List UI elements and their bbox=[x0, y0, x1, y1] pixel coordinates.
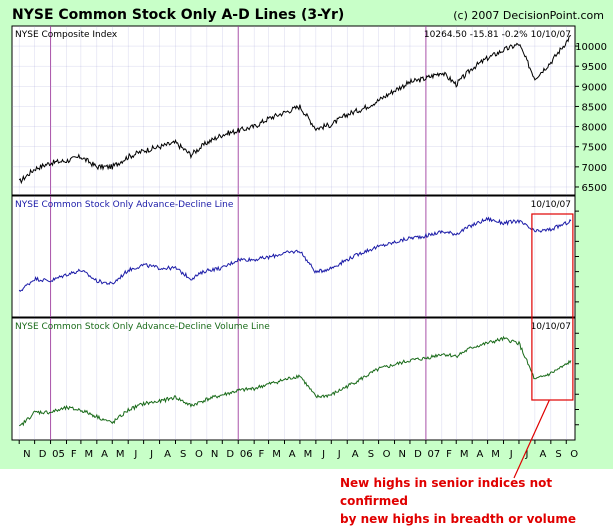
panel-name: NYSE Common Stock Only Advance-Decline L… bbox=[15, 200, 234, 210]
x-tick-label: N bbox=[211, 449, 218, 460]
x-tick-label: J bbox=[509, 449, 513, 460]
chart-panels: 6500 7000 7500 8000 8500 9000 9500 10000 NYSE Co… bbox=[11, 25, 607, 441]
x-tick-label: 07 bbox=[427, 449, 440, 460]
panel-3: NYSE Common Stock Only Advance-Decline V… bbox=[11, 317, 579, 441]
chart-title: NYSE Common Stock Only A-D Lines (3-Yr) bbox=[12, 7, 344, 23]
x-tick-label: J bbox=[337, 449, 341, 460]
x-tick-label: M bbox=[491, 449, 500, 460]
x-tick-label: F bbox=[446, 449, 452, 460]
panel-readout: 10/10/07 bbox=[531, 322, 571, 332]
annotation-pointer bbox=[513, 399, 550, 479]
x-tick-label: M bbox=[460, 449, 469, 460]
annotation-line-1: New highs in senior indices not confirme… bbox=[340, 476, 553, 508]
y-tick-label: 10000 bbox=[575, 42, 607, 53]
x-tick-label: N bbox=[399, 449, 406, 460]
annotation-line-2: by new highs in breadth or volume bbox=[340, 512, 576, 526]
y-tick-label: 9500 bbox=[582, 62, 607, 73]
x-tick-label: J bbox=[321, 449, 325, 460]
x-tick-label: M bbox=[85, 449, 94, 460]
x-tick-label: A bbox=[476, 449, 483, 460]
x-tick-label: O bbox=[195, 449, 203, 460]
x-tick-label: S bbox=[555, 449, 561, 460]
x-tick-label: S bbox=[368, 449, 374, 460]
x-tick-label: O bbox=[570, 449, 578, 460]
panel-plot-area bbox=[11, 317, 576, 441]
y-tick-label: 7000 bbox=[582, 163, 607, 174]
panel-series-line bbox=[18, 216, 572, 293]
chart: NYSE Common Stock Only A-D Lines (3-Yr) … bbox=[0, 0, 613, 479]
x-tick-label: M bbox=[272, 449, 281, 460]
x-tick-label: F bbox=[258, 449, 264, 460]
x-tick-label: D bbox=[226, 449, 234, 460]
highlight-box bbox=[531, 213, 574, 401]
panel-plot-area bbox=[11, 195, 576, 318]
x-tick-label: 06 bbox=[240, 449, 253, 460]
x-tick-label: M bbox=[304, 449, 313, 460]
x-axis: N D 05 F M A M J J A S O N D 06 F M A M J J A S O N D 07 F M A M J J A S O bbox=[18, 440, 578, 460]
y-tick-label: 8500 bbox=[582, 102, 607, 113]
panel-2: NYSE Common Stock Only Advance-Decline L… bbox=[11, 195, 579, 318]
x-tick-label: J bbox=[133, 449, 137, 460]
y-tick-label: 7500 bbox=[582, 143, 607, 154]
x-tick-label: N bbox=[23, 449, 30, 460]
y-tick-label: 8000 bbox=[582, 123, 607, 134]
x-tick-label: M bbox=[116, 449, 125, 460]
divergence-highlight bbox=[513, 213, 574, 479]
panel-series-line bbox=[18, 34, 572, 185]
x-tick-label: A bbox=[101, 449, 108, 460]
x-tick-label: O bbox=[383, 449, 391, 460]
x-tick-label: A bbox=[539, 449, 546, 460]
y-tick-label: 9000 bbox=[582, 82, 607, 93]
chart-copyright: (c) 2007 DecisionPoint.com bbox=[453, 9, 604, 22]
x-tick-label: D bbox=[414, 449, 422, 460]
x-tick-label: J bbox=[524, 449, 528, 460]
divergence-annotation: New highs in senior indices not confirme… bbox=[340, 474, 610, 528]
x-tick-label: F bbox=[71, 449, 77, 460]
panel-name: NYSE Common Stock Only Advance-Decline V… bbox=[15, 322, 270, 332]
panel-readout: 10264.50 -15.81 -0.2% 10/10/07 bbox=[424, 30, 571, 40]
x-tick-label: A bbox=[289, 449, 296, 460]
panel-readout: 10/10/07 bbox=[531, 200, 571, 210]
x-tick-label: 05 bbox=[52, 449, 65, 460]
panel-series-line bbox=[19, 335, 572, 427]
x-tick-label: J bbox=[149, 449, 153, 460]
y-tick-label: 6500 bbox=[582, 183, 607, 194]
panel-plot-area bbox=[11, 25, 576, 196]
panel-1: 6500 7000 7500 8000 8500 9000 9500 10000 NYSE Co… bbox=[11, 25, 607, 196]
x-tick-label: D bbox=[39, 449, 47, 460]
x-tick-label: A bbox=[352, 449, 359, 460]
panel-name: NYSE Composite Index bbox=[15, 30, 118, 40]
x-tick-label: A bbox=[164, 449, 171, 460]
x-tick-label: S bbox=[180, 449, 186, 460]
